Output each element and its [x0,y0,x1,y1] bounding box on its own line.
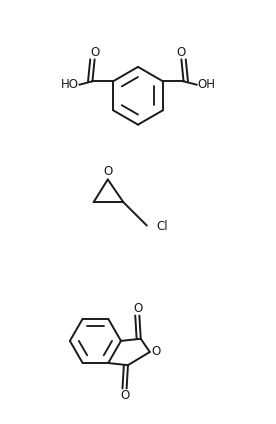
Text: HO: HO [61,78,79,91]
Text: O: O [133,302,143,315]
Text: O: O [151,346,160,358]
Text: O: O [121,389,130,402]
Text: O: O [177,46,186,59]
Text: O: O [90,46,99,59]
Text: OH: OH [197,78,215,91]
Text: Cl: Cl [156,220,168,233]
Text: O: O [103,165,112,178]
